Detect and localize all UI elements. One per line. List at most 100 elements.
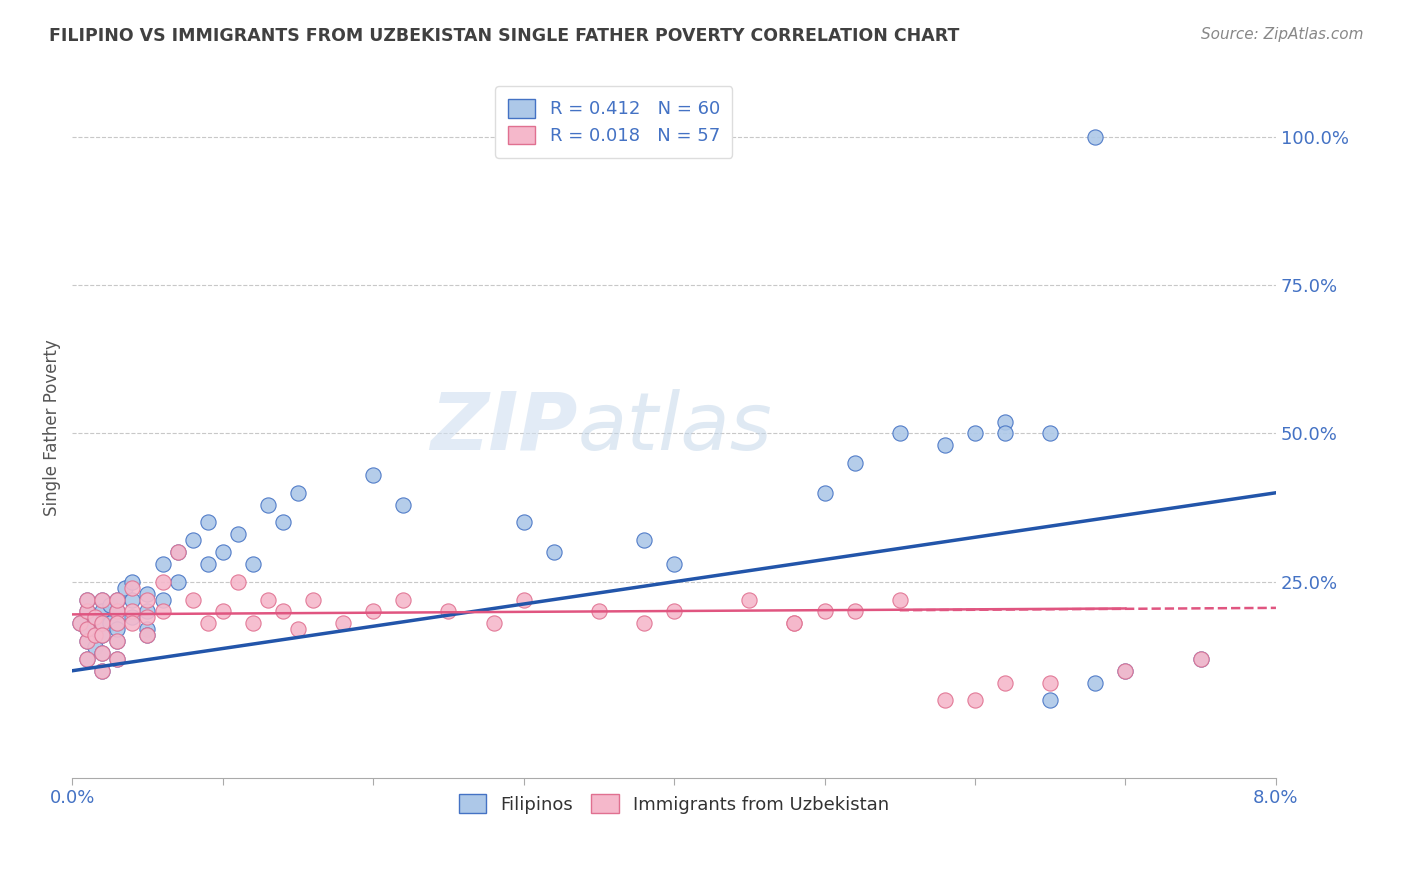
Point bbox=[1084, 675, 1107, 690]
Point bbox=[512, 592, 534, 607]
Point bbox=[166, 545, 188, 559]
Point bbox=[76, 634, 98, 648]
Point bbox=[738, 592, 761, 607]
Point bbox=[76, 592, 98, 607]
Point bbox=[1039, 426, 1062, 441]
Point bbox=[91, 664, 114, 678]
Point bbox=[114, 581, 136, 595]
Point bbox=[91, 646, 114, 660]
Point bbox=[152, 604, 174, 618]
Point bbox=[633, 616, 655, 631]
Point bbox=[152, 574, 174, 589]
Point bbox=[91, 628, 114, 642]
Point bbox=[98, 616, 121, 631]
Point bbox=[392, 592, 415, 607]
Point bbox=[994, 675, 1017, 690]
Point bbox=[256, 498, 278, 512]
Point bbox=[1189, 652, 1212, 666]
Text: ZIP: ZIP bbox=[430, 389, 578, 467]
Point bbox=[91, 604, 114, 618]
Point bbox=[889, 592, 911, 607]
Point bbox=[963, 693, 986, 707]
Point bbox=[662, 604, 685, 618]
Point bbox=[76, 652, 98, 666]
Text: FILIPINO VS IMMIGRANTS FROM UZBEKISTAN SINGLE FATHER POVERTY CORRELATION CHART: FILIPINO VS IMMIGRANTS FROM UZBEKISTAN S… bbox=[49, 27, 959, 45]
Point bbox=[994, 426, 1017, 441]
Point bbox=[242, 557, 264, 571]
Point bbox=[302, 592, 325, 607]
Point bbox=[105, 622, 128, 636]
Point bbox=[91, 664, 114, 678]
Point bbox=[1039, 693, 1062, 707]
Point bbox=[1039, 675, 1062, 690]
Point bbox=[166, 545, 188, 559]
Point bbox=[105, 652, 128, 666]
Point bbox=[783, 616, 806, 631]
Point bbox=[662, 557, 685, 571]
Point bbox=[136, 622, 159, 636]
Point bbox=[136, 628, 159, 642]
Point bbox=[121, 592, 143, 607]
Point bbox=[1114, 664, 1136, 678]
Point bbox=[197, 516, 219, 530]
Point bbox=[256, 592, 278, 607]
Point bbox=[392, 498, 415, 512]
Point bbox=[226, 574, 249, 589]
Point bbox=[105, 592, 128, 607]
Point bbox=[105, 604, 128, 618]
Point bbox=[83, 610, 105, 624]
Point bbox=[783, 616, 806, 631]
Point bbox=[136, 587, 159, 601]
Point bbox=[813, 485, 835, 500]
Point bbox=[136, 592, 159, 607]
Point bbox=[76, 634, 98, 648]
Point bbox=[271, 516, 294, 530]
Legend: Filipinos, Immigrants from Uzbekistan: Filipinos, Immigrants from Uzbekistan bbox=[449, 783, 900, 824]
Point bbox=[166, 574, 188, 589]
Point bbox=[121, 616, 143, 631]
Point bbox=[437, 604, 460, 618]
Point bbox=[121, 610, 143, 624]
Point bbox=[271, 604, 294, 618]
Point bbox=[287, 622, 309, 636]
Point bbox=[91, 616, 114, 631]
Point bbox=[121, 574, 143, 589]
Point bbox=[91, 628, 114, 642]
Point bbox=[482, 616, 505, 631]
Point bbox=[69, 616, 91, 631]
Point bbox=[287, 485, 309, 500]
Point bbox=[152, 557, 174, 571]
Point bbox=[512, 516, 534, 530]
Point bbox=[934, 693, 956, 707]
Point bbox=[105, 634, 128, 648]
Point bbox=[844, 456, 866, 470]
Point bbox=[1189, 652, 1212, 666]
Point bbox=[105, 634, 128, 648]
Point bbox=[105, 616, 128, 631]
Text: Source: ZipAtlas.com: Source: ZipAtlas.com bbox=[1201, 27, 1364, 42]
Point bbox=[76, 622, 98, 636]
Point bbox=[76, 652, 98, 666]
Point bbox=[105, 616, 128, 631]
Point bbox=[136, 628, 159, 642]
Point bbox=[844, 604, 866, 618]
Point bbox=[83, 640, 105, 654]
Point bbox=[121, 581, 143, 595]
Point bbox=[136, 610, 159, 624]
Point bbox=[136, 604, 159, 618]
Point bbox=[1084, 129, 1107, 144]
Point bbox=[994, 415, 1017, 429]
Point bbox=[83, 628, 105, 642]
Point bbox=[76, 622, 98, 636]
Point bbox=[91, 616, 114, 631]
Point bbox=[889, 426, 911, 441]
Point bbox=[332, 616, 354, 631]
Point bbox=[813, 604, 835, 618]
Point bbox=[1114, 664, 1136, 678]
Text: atlas: atlas bbox=[578, 389, 772, 467]
Point bbox=[588, 604, 610, 618]
Point bbox=[963, 426, 986, 441]
Point bbox=[91, 646, 114, 660]
Point bbox=[91, 592, 114, 607]
Point bbox=[105, 592, 128, 607]
